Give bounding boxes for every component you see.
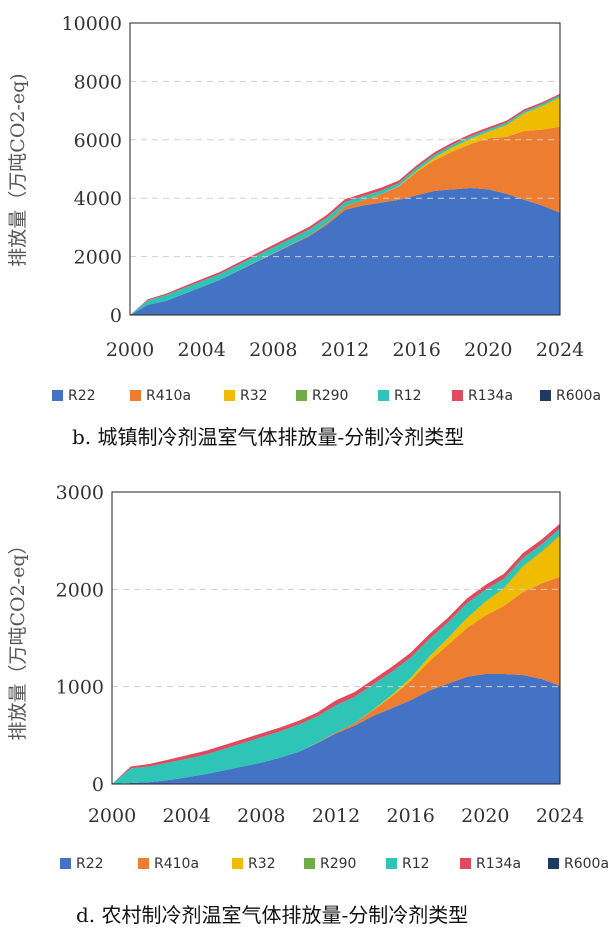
x-tick-label: 2004 [177,339,225,361]
x-tick-label: 2024 [536,339,584,361]
legend-label: R134a [476,856,521,872]
legend-swatch-r134a [460,858,471,869]
legend-label: R12 [394,388,422,404]
chart-caption: d. 农村制冷剂温室气体排放量-分制冷剂类型 [76,903,468,927]
area-series-r410a [130,126,560,315]
legend-label: R32 [240,388,268,404]
legend-swatch-r22 [52,390,63,401]
legend-swatch-r290 [304,858,315,869]
legend-label: R12 [402,856,430,872]
legend-label: R600a [556,388,601,404]
x-tick-label: 2004 [162,805,210,827]
legend-swatch-r32 [224,390,235,401]
x-tick-label: 2020 [461,805,509,827]
y-tick-label: 1000 [56,677,104,699]
chart-caption: b. 城镇制冷剂温室气体排放量-分制冷剂类型 [72,425,464,449]
x-tick-label: 2012 [312,805,360,827]
y-axis-label: 排放量（万吨CO2-eq） [7,535,29,740]
legend-label: R22 [68,388,96,404]
legend-label: R600a [564,856,609,872]
rural-emissions-chart: 0 1000 2000 3000 2000 2004 2008 2012 2016 2020 202… [7,482,609,927]
legend-swatch-r12 [378,390,389,401]
area-series-r32 [130,97,560,315]
legend-label: R410a [154,856,199,872]
y-tick-label: 8000 [74,71,122,93]
gridlines [130,80,560,258]
legend-label: R22 [76,856,104,872]
x-tick-label: 2008 [249,339,297,361]
area-layers [130,93,560,316]
legend-label: R290 [320,856,356,872]
x-tick-label: 2012 [321,339,369,361]
y-tick-label: 4000 [74,188,122,210]
legend-swatch-r600a [540,390,551,401]
x-tick-label: 2000 [106,339,154,361]
legend: R22 R410a R32 R290 R12 R134a R600a [60,856,609,872]
y-axis-label: 排放量（万吨CO2-eq) [7,73,29,266]
legend-swatch-r32 [232,858,243,869]
y-tick-label: 6000 [74,130,122,152]
x-tick-label: 2020 [464,339,512,361]
x-tick-label: 2016 [386,805,434,827]
plot-frame [111,491,561,785]
legend-label: R134a [468,388,513,404]
x-tick-label: 2024 [536,805,584,827]
legend-swatch-r22 [60,858,71,869]
y-tick-label: 0 [92,774,104,796]
plot-frame [129,22,561,316]
legend-swatch-r290 [296,390,307,401]
urban-emissions-chart: 0 2000 4000 6000 8000 10000 2000 2004 2008 2012 20… [7,13,601,449]
y-tick-label: 2000 [56,579,104,601]
legend: R22 R410a R32 R290 R12 R134a R600a [52,388,601,404]
y-tick-label: 0 [110,305,122,327]
legend-swatch-r600a [548,858,559,869]
area-series-r22 [112,674,560,784]
tick-labels: 0 2000 4000 6000 8000 10000 2000 2004 2008 2012 20… [62,13,585,361]
y-tick-label: 2000 [74,247,122,269]
tick-labels: 0 1000 2000 3000 2000 2004 2008 2012 2016 2020 202… [56,482,585,827]
legend-swatch-r134a [452,390,463,401]
area-layers [112,523,560,784]
area-series-r22 [130,188,560,315]
x-tick-label: 2000 [88,805,136,827]
legend-label: R410a [146,388,191,404]
y-tick-label: 3000 [56,482,104,504]
legend-label: R32 [248,856,276,872]
area-series-r12 [130,95,560,315]
area-series-r134a [130,93,560,315]
legend-label: R290 [312,388,348,404]
x-tick-label: 2008 [237,805,285,827]
legend-swatch-r12 [386,858,397,869]
legend-swatch-r410a [130,390,141,401]
x-tick-label: 2016 [392,339,440,361]
y-tick-label: 10000 [62,13,122,35]
legend-swatch-r410a [138,858,149,869]
gridlines [112,588,560,688]
